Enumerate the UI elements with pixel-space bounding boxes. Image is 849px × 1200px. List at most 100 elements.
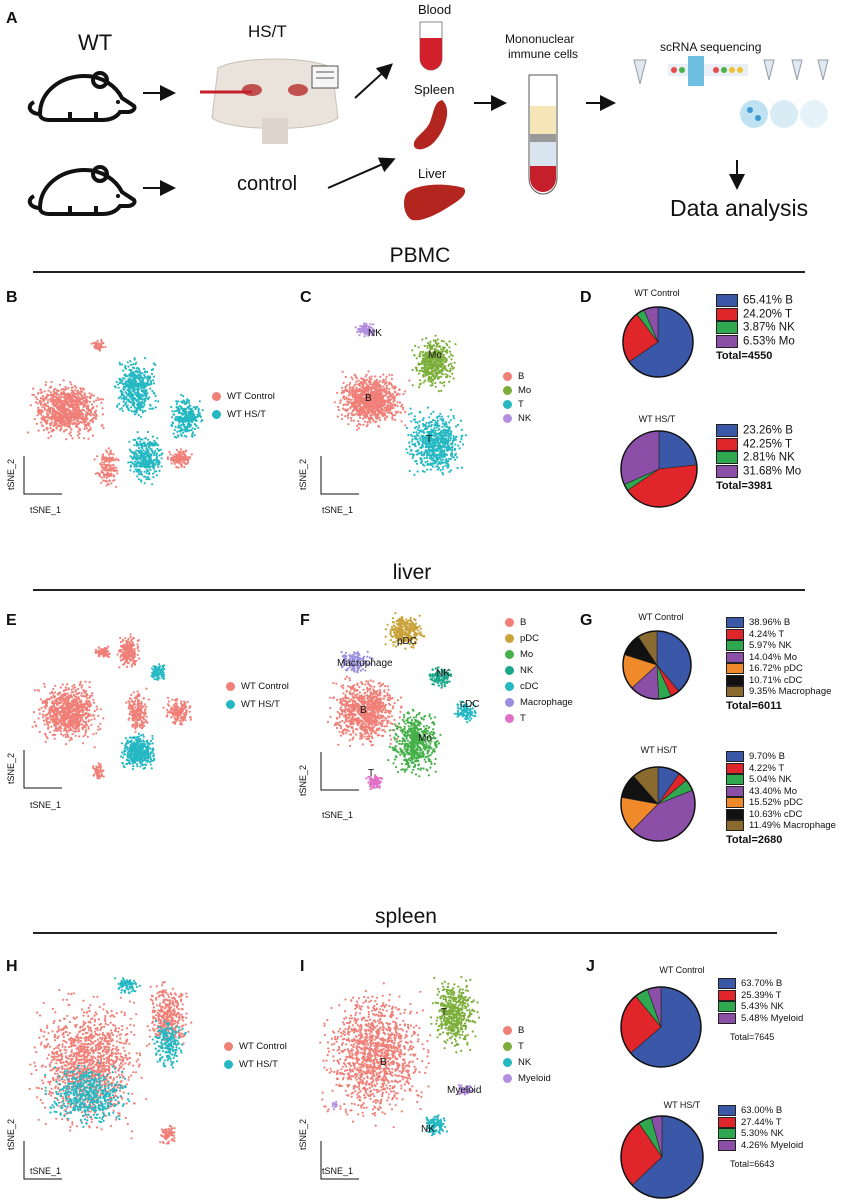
tsne-point <box>61 698 64 701</box>
tsne-point <box>425 337 428 340</box>
tsne-point <box>160 453 163 456</box>
tsne-point <box>187 416 190 419</box>
tsne-point <box>116 469 119 472</box>
tsne-point <box>181 408 184 411</box>
tsne-point <box>158 454 161 457</box>
tsne-point <box>345 396 348 399</box>
tsne-point <box>430 428 433 431</box>
tsne-point <box>436 419 439 422</box>
tsne-point <box>122 383 125 386</box>
tsne-point <box>423 344 426 348</box>
tsne-point <box>78 691 81 694</box>
tsne-point <box>404 424 407 427</box>
tsne-point <box>418 420 421 423</box>
tsne-point <box>441 442 445 445</box>
tsne-point <box>422 373 425 376</box>
tsne-point <box>158 469 161 473</box>
tsne-point <box>37 408 41 411</box>
tsne-point <box>437 342 440 345</box>
tsne-point <box>430 347 433 350</box>
tsne-point <box>72 400 75 403</box>
tsne-point <box>192 410 195 413</box>
tsne-point <box>340 392 343 395</box>
tsne-point <box>84 425 88 428</box>
tsne-point <box>126 388 129 391</box>
tsne-point <box>413 354 416 357</box>
tsne-point <box>62 734 65 737</box>
tsne-point <box>426 463 429 466</box>
tsne-point <box>369 404 373 407</box>
tsne-point <box>460 435 463 438</box>
tsne-point <box>93 717 96 720</box>
tsne-point <box>132 404 135 407</box>
tsne-point <box>343 389 346 392</box>
pie-legend-pbmc-control: 65.41% B 24.20% T 3.87% NK 6.53% Mo Total=45… <box>716 294 795 362</box>
tsne-point <box>365 373 368 376</box>
tsne-point <box>181 413 184 416</box>
tsne-point <box>139 438 142 441</box>
tsne-point <box>434 429 437 432</box>
tsne-point <box>128 368 131 371</box>
tsne-point <box>440 369 443 372</box>
tsne-point <box>58 407 61 410</box>
tsne-point <box>188 413 191 416</box>
tsne-point <box>448 421 451 424</box>
tsne-point <box>346 416 350 419</box>
tsne-point <box>179 462 182 465</box>
tsne-point <box>126 375 129 378</box>
tsne-point <box>371 411 374 414</box>
tsne-point <box>419 382 422 385</box>
tsne-point <box>143 465 146 468</box>
tsne-point <box>434 334 437 337</box>
tsne-point <box>88 422 91 425</box>
tsne-point <box>172 456 176 459</box>
tsne-point <box>197 407 200 411</box>
tsne-point <box>68 395 71 398</box>
tsne-point <box>452 435 455 438</box>
tsne-point <box>134 452 137 455</box>
tsne-point <box>437 390 440 393</box>
tsne-point <box>101 469 104 472</box>
tsne-point <box>175 448 179 452</box>
tsne-point <box>140 397 143 400</box>
tsne-point <box>153 454 156 457</box>
tsne-point <box>440 415 443 418</box>
tsne-point <box>386 405 390 408</box>
tsne-point <box>169 453 172 456</box>
tsne-point <box>341 396 345 399</box>
tsne-point <box>431 448 434 451</box>
ficoll-tube-icon <box>528 74 558 195</box>
panel-label-e: E <box>6 612 17 629</box>
tsne-point <box>180 458 184 461</box>
tsne-point <box>350 419 353 422</box>
tsne-point <box>35 725 38 728</box>
hst-label: HS/T <box>248 22 287 41</box>
tsne-point <box>405 448 408 451</box>
tsne-point <box>455 456 459 459</box>
tsne-point <box>62 379 65 382</box>
tsne-point <box>47 437 50 440</box>
tsne-point <box>449 432 452 435</box>
tsne-point <box>79 400 82 403</box>
tsne-point <box>121 377 124 380</box>
tsne-point <box>374 410 377 414</box>
tsne-point <box>427 373 430 376</box>
tsne-point <box>119 378 122 382</box>
tsne-point <box>361 328 364 331</box>
tsne-point <box>188 407 191 410</box>
tsne-point <box>97 725 100 728</box>
tsne-point <box>143 371 146 374</box>
tsne-point <box>68 415 71 418</box>
tsne-point <box>341 370 344 373</box>
tsne-point <box>82 735 85 738</box>
tsne-point <box>354 374 357 377</box>
tsne-point <box>108 461 111 464</box>
legend-label-wt-hst: WT HS/T <box>227 409 266 420</box>
tsne-point <box>79 393 82 396</box>
tsne-point <box>376 414 379 417</box>
tsne-point <box>92 400 95 403</box>
tsne-point <box>414 435 417 438</box>
tsne-point <box>199 415 202 418</box>
tsne-point <box>433 427 436 430</box>
tsne-point <box>132 410 135 413</box>
